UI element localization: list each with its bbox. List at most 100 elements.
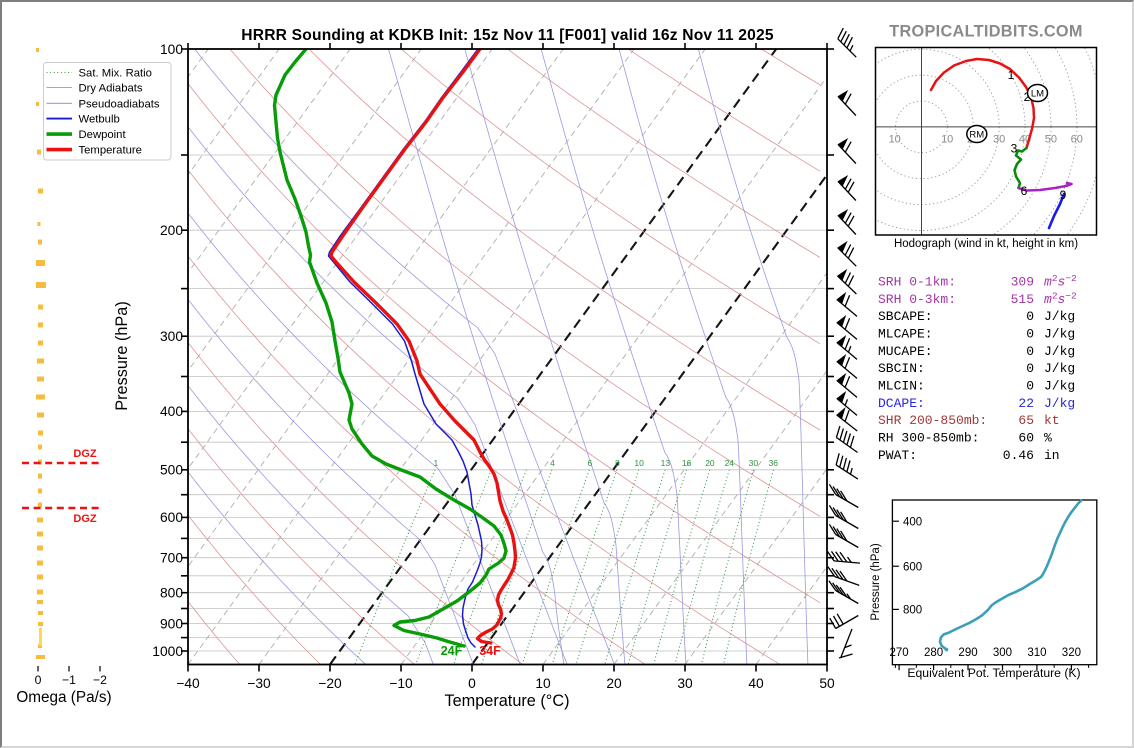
svg-text:800: 800 [903, 605, 922, 617]
svg-text:1000: 1000 [152, 644, 183, 659]
svg-text:34F: 34F [479, 644, 501, 658]
svg-text:500: 500 [160, 463, 183, 478]
svg-text:−20: −20 [318, 676, 342, 691]
svg-text:600: 600 [903, 561, 922, 573]
svg-text:Pressure (hPa): Pressure (hPa) [870, 543, 882, 621]
svg-text:6: 6 [1021, 184, 1028, 198]
svg-text:RH 300-850mb:: RH 300-850mb: [878, 430, 979, 445]
svg-text:Wetbulb: Wetbulb [79, 114, 120, 126]
svg-text:HRRR Sounding at KDKB Init: 15: HRRR Sounding at KDKB Init: 15z Nov 11 [… [241, 27, 774, 44]
svg-text:6: 6 [588, 458, 593, 468]
svg-text:−10: −10 [389, 676, 413, 691]
svg-text:0: 0 [1026, 309, 1034, 324]
svg-text:0: 0 [1026, 326, 1034, 341]
svg-text:0: 0 [1026, 378, 1034, 393]
svg-text:SRH 0-1km:: SRH 0-1km: [878, 275, 956, 290]
svg-text:0.46: 0.46 [1003, 448, 1034, 463]
svg-text:m2s−2: m2s−2 [1044, 290, 1077, 307]
svg-text:DGZ: DGZ [73, 513, 97, 525]
svg-text:3: 3 [1011, 142, 1018, 156]
svg-text:SRH 0-3km:: SRH 0-3km: [878, 292, 956, 307]
svg-text:−2: −2 [93, 673, 107, 687]
svg-text:9: 9 [1060, 188, 1067, 202]
svg-text:515: 515 [1011, 292, 1034, 307]
svg-text:320: 320 [1062, 647, 1081, 659]
svg-text:Omega (Pa/s): Omega (Pa/s) [16, 689, 111, 706]
svg-text:10: 10 [941, 134, 953, 146]
svg-text:1: 1 [434, 458, 439, 468]
svg-text:−30: −30 [247, 676, 271, 691]
svg-text:SHR 200-850mb:: SHR 200-850mb: [878, 413, 987, 428]
svg-text:SBCIN:: SBCIN: [878, 361, 925, 376]
svg-text:900: 900 [160, 616, 183, 631]
svg-text:300: 300 [993, 647, 1012, 659]
svg-text:J/kg: J/kg [1044, 344, 1075, 359]
svg-text:2: 2 [1024, 90, 1031, 104]
svg-text:4: 4 [550, 458, 555, 468]
svg-text:1: 1 [1008, 68, 1015, 82]
svg-text:Temperature: Temperature [79, 145, 142, 157]
svg-text:30: 30 [749, 458, 759, 468]
svg-text:in: in [1044, 448, 1060, 463]
svg-text:0: 0 [1026, 361, 1034, 376]
svg-text:30: 30 [993, 134, 1005, 146]
svg-text:J/kg: J/kg [1044, 361, 1075, 376]
svg-text:0: 0 [468, 676, 476, 691]
svg-text:Temperature (°C): Temperature (°C) [444, 692, 569, 710]
svg-text:MLCAPE:: MLCAPE: [878, 326, 933, 341]
svg-text:10: 10 [889, 134, 901, 146]
svg-text:0: 0 [1026, 344, 1034, 359]
svg-text:270: 270 [890, 647, 909, 659]
svg-text:LM: LM [1031, 89, 1044, 100]
svg-text:60: 60 [1018, 430, 1034, 445]
svg-text:Equivalent Pot. Temperature (K: Equivalent Pot. Temperature (K) [907, 666, 1080, 680]
svg-text:290: 290 [958, 647, 977, 659]
svg-text:65: 65 [1018, 413, 1034, 428]
svg-text:16: 16 [682, 458, 692, 468]
svg-text:DCAPE:: DCAPE: [878, 396, 925, 411]
svg-text:50: 50 [1045, 134, 1057, 146]
svg-text:TROPICALTIDBITS.COM: TROPICALTIDBITS.COM [889, 23, 1083, 41]
svg-text:−40: −40 [176, 676, 200, 691]
svg-text:J/kg: J/kg [1044, 396, 1075, 411]
svg-text:10: 10 [535, 676, 551, 691]
svg-text:Sat. Mix. Ratio: Sat. Mix. Ratio [79, 68, 152, 80]
svg-text:400: 400 [160, 404, 183, 419]
svg-text:J/kg: J/kg [1044, 309, 1075, 324]
svg-text:MLCIN:: MLCIN: [878, 378, 925, 393]
svg-text:8: 8 [615, 458, 620, 468]
svg-text:Pseudoadiabats: Pseudoadiabats [79, 98, 160, 110]
svg-text:%: % [1044, 430, 1052, 445]
svg-text:m2s−2: m2s−2 [1044, 273, 1077, 290]
svg-text:SBCAPE:: SBCAPE: [878, 309, 933, 324]
svg-text:J/kg: J/kg [1044, 378, 1075, 393]
svg-text:280: 280 [924, 647, 943, 659]
svg-text:DGZ: DGZ [73, 448, 97, 460]
svg-text:RM: RM [969, 130, 984, 141]
svg-text:10: 10 [634, 458, 644, 468]
svg-text:24F: 24F [441, 644, 463, 658]
svg-text:30: 30 [677, 676, 693, 691]
svg-text:36: 36 [769, 458, 779, 468]
svg-text:20: 20 [705, 458, 715, 468]
svg-text:310: 310 [1027, 647, 1046, 659]
svg-text:PWAT:: PWAT: [878, 448, 917, 463]
svg-text:400: 400 [903, 516, 922, 528]
svg-text:200: 200 [160, 223, 183, 238]
svg-text:−1: −1 [62, 673, 76, 687]
svg-text:700: 700 [160, 551, 183, 566]
svg-text:800: 800 [160, 585, 183, 600]
svg-text:Dewpoint: Dewpoint [79, 129, 127, 141]
svg-text:kt: kt [1044, 413, 1060, 428]
svg-text:50: 50 [819, 676, 835, 691]
svg-text:Dry Adiabats: Dry Adiabats [79, 83, 143, 95]
svg-text:600: 600 [160, 510, 183, 525]
svg-text:0: 0 [35, 673, 42, 687]
svg-text:20: 20 [606, 676, 622, 691]
svg-text:Pressure (hPa): Pressure (hPa) [113, 301, 131, 411]
svg-text:309: 309 [1011, 275, 1034, 290]
svg-text:60: 60 [1071, 134, 1083, 146]
svg-text:300: 300 [160, 329, 183, 344]
svg-text:13: 13 [661, 458, 671, 468]
svg-text:J/kg: J/kg [1044, 326, 1075, 341]
